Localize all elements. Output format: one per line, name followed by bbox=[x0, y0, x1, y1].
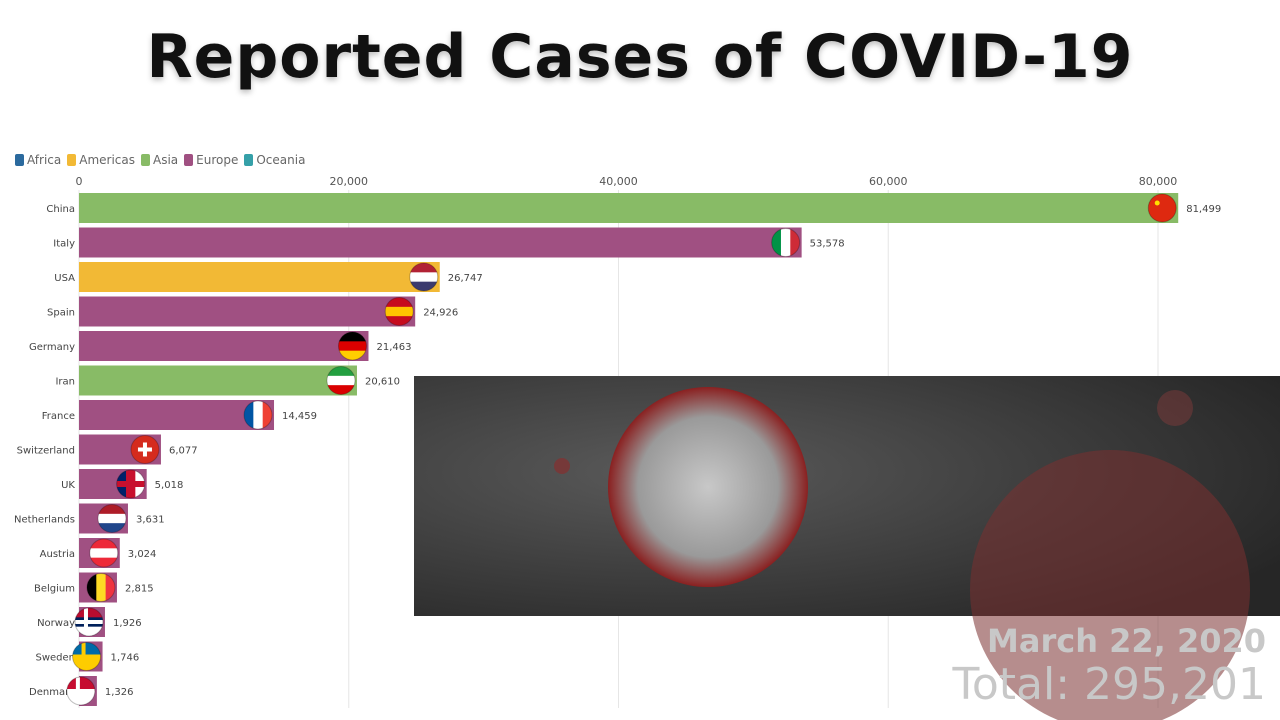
legend-swatch bbox=[141, 154, 150, 166]
category-label: Germany bbox=[29, 342, 75, 353]
category-label: Switzerland bbox=[17, 446, 75, 457]
bar bbox=[79, 365, 357, 396]
legend-item[interactable]: Asia bbox=[141, 153, 178, 167]
value-label: 24,926 bbox=[423, 308, 458, 319]
category-label: Belgium bbox=[34, 584, 75, 595]
x-tick-label: 80,000 bbox=[1139, 175, 1178, 188]
page-title: Reported Cases of COVID-19 bbox=[146, 22, 1134, 92]
category-label: Netherlands bbox=[14, 515, 75, 526]
flag-icon bbox=[66, 676, 96, 706]
legend-swatch bbox=[184, 154, 194, 166]
value-label: 1,326 bbox=[105, 687, 134, 698]
category-label: Denmark bbox=[29, 687, 75, 698]
value-label: 1,926 bbox=[113, 618, 142, 629]
category-label: Italy bbox=[53, 239, 75, 250]
bar bbox=[79, 262, 440, 292]
category-label: Norway bbox=[37, 618, 75, 629]
value-label: 3,631 bbox=[136, 515, 165, 526]
value-label: 5,018 bbox=[155, 480, 184, 491]
x-tick-label: 20,000 bbox=[330, 175, 369, 188]
value-label: 20,610 bbox=[365, 377, 400, 388]
category-label: Sweden bbox=[35, 653, 75, 664]
flag-icon bbox=[771, 228, 801, 257]
value-label: 3,024 bbox=[128, 549, 157, 560]
legend-swatch bbox=[244, 154, 254, 166]
coronavirus-image bbox=[414, 376, 1280, 720]
bar bbox=[79, 296, 416, 327]
legend-swatch bbox=[15, 154, 24, 166]
flag-icon bbox=[384, 297, 414, 326]
legend: Africa Americas Asia Europe Oceania bbox=[15, 153, 305, 167]
date-total-overlay: March 22, 2020 Total: 295,201 bbox=[952, 622, 1266, 710]
flag-icon bbox=[1147, 193, 1177, 223]
legend-item[interactable]: Africa bbox=[15, 153, 61, 167]
bar bbox=[79, 331, 369, 361]
value-label: 14,459 bbox=[282, 411, 317, 422]
value-label: 21,463 bbox=[376, 342, 411, 353]
value-label: 81,499 bbox=[1186, 204, 1221, 215]
flag-icon bbox=[337, 331, 367, 361]
category-label: China bbox=[46, 204, 75, 215]
legend-label: Americas bbox=[79, 153, 135, 167]
flag-icon bbox=[409, 262, 439, 292]
flag-icon bbox=[86, 573, 116, 602]
legend-swatch bbox=[67, 154, 77, 166]
value-label: 2,815 bbox=[125, 584, 154, 595]
flag-icon bbox=[97, 504, 127, 533]
x-tick-label: 60,000 bbox=[869, 175, 908, 188]
flag-icon bbox=[243, 400, 273, 430]
x-tick-label: 40,000 bbox=[599, 175, 638, 188]
value-label: 1,746 bbox=[111, 653, 140, 664]
legend-label: Oceania bbox=[256, 153, 306, 167]
category-label: Spain bbox=[47, 308, 75, 319]
category-label: UK bbox=[61, 480, 75, 491]
legend-item[interactable]: Americas bbox=[67, 153, 135, 167]
flag-icon bbox=[89, 538, 119, 568]
category-label: France bbox=[42, 411, 75, 422]
total-cases: Total: 295,201 bbox=[952, 659, 1266, 710]
category-label: Austria bbox=[40, 549, 75, 560]
value-label: 6,077 bbox=[169, 446, 198, 457]
flag-icon bbox=[130, 435, 160, 464]
category-label: Iran bbox=[55, 377, 75, 388]
flag-icon bbox=[72, 642, 102, 671]
legend-item[interactable]: Europe bbox=[184, 153, 238, 167]
legend-item[interactable]: Oceania bbox=[244, 153, 305, 167]
flag-icon bbox=[74, 607, 104, 637]
legend-label: Africa bbox=[27, 153, 62, 167]
bar bbox=[79, 400, 275, 430]
category-label: USA bbox=[54, 273, 75, 284]
current-date: March 22, 2020 bbox=[987, 622, 1266, 660]
flag-icon bbox=[326, 366, 356, 395]
flag-icon bbox=[116, 469, 146, 499]
legend-label: Asia bbox=[153, 153, 179, 167]
value-label: 26,747 bbox=[448, 273, 483, 284]
bar bbox=[79, 193, 1179, 223]
legend-label: Europe bbox=[196, 153, 239, 167]
x-tick-label: 0 bbox=[76, 175, 83, 188]
bar bbox=[79, 227, 802, 258]
value-label: 53,578 bbox=[810, 239, 845, 250]
